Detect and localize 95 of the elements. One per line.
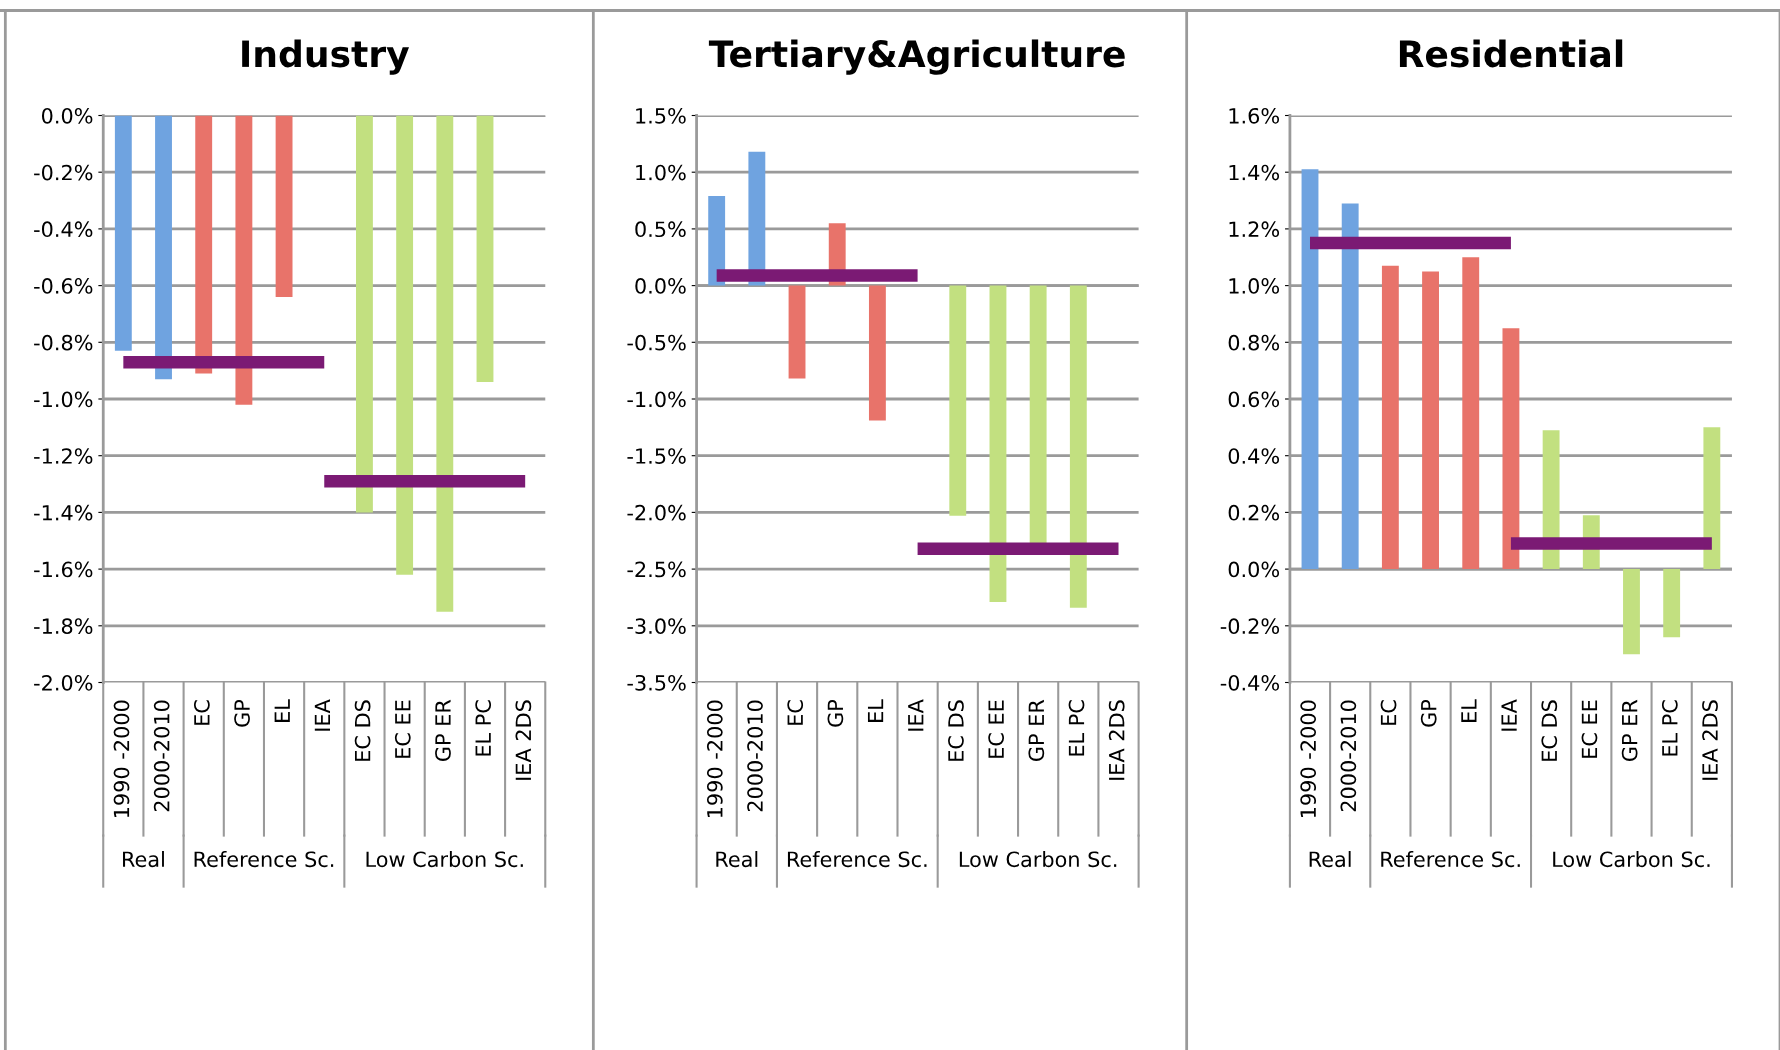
y-tick-label: 0.5%	[635, 221, 686, 238]
bar	[868, 285, 886, 421]
bar	[1069, 285, 1087, 608]
x-tick-label: EC EE	[394, 700, 411, 758]
x-tick-label: GP	[827, 699, 844, 727]
text: Reference Sc.	[787, 851, 927, 868]
y-tick-label: 1.2%	[1229, 221, 1280, 238]
y-tick-label: -1.4%	[34, 504, 93, 521]
bar	[1301, 169, 1319, 570]
y-tick-label: -1.5%	[627, 448, 686, 464]
x-tick-label: 2000-2010	[153, 700, 170, 812]
y-tick-label: -3.5%	[627, 674, 686, 691]
y-tick-label: 0.2%	[1228, 504, 1280, 521]
y-tick-label: -2.0%	[34, 674, 93, 691]
y-tick-label: -0.2%	[1220, 618, 1280, 635]
x-tick-label: EC	[1380, 700, 1397, 725]
text: Low Carbon Sc.	[1553, 851, 1710, 868]
x-tick-label: IEA 2DS	[1108, 700, 1125, 780]
x-tick-label: 1990 -2000	[706, 700, 723, 818]
y-tick-label: 1.4%	[1229, 164, 1280, 181]
x-tick-label: GP ER	[1028, 699, 1045, 761]
chart-title: Industry	[242, 39, 410, 75]
y-tick-label: 0.8%	[1228, 334, 1280, 351]
x-tick-label: EL PC	[1068, 700, 1085, 756]
text: Reference Sc.	[1381, 851, 1520, 868]
y-tick-label: -0.8%	[34, 334, 93, 351]
bar	[1422, 271, 1439, 570]
y-tick-label: 1.0%	[1229, 278, 1280, 294]
y-tick-label: -1.0%	[34, 391, 93, 408]
x-tick-label: GP	[1420, 699, 1437, 727]
x-tick-label: IEA 2DS	[1702, 700, 1718, 780]
y-tick-label: -0.5%	[627, 334, 686, 351]
bar	[949, 285, 967, 516]
y-tick-label: -2.0%	[627, 504, 686, 521]
x-tick-label: IEA	[1501, 699, 1517, 731]
bar	[1623, 569, 1640, 655]
bar	[1502, 328, 1520, 570]
chart-title: Residential	[1399, 39, 1623, 68]
x-tick-label: IEA	[314, 699, 331, 731]
bar	[1663, 569, 1681, 638]
y-tick-label: 0.4%	[1228, 448, 1280, 464]
bar	[1341, 203, 1359, 570]
x-tick-label: EC	[193, 700, 210, 725]
x-tick-label: EC DS	[948, 700, 964, 761]
chart-title: Tertiary&Agriculture	[708, 39, 1125, 75]
text: Low Carbon Sc.	[366, 851, 523, 868]
x-tick-label: GP ER	[1621, 699, 1638, 761]
x-tick-label: 2000-2010	[747, 700, 763, 812]
x-tick-label: 1990 -2000	[113, 700, 130, 818]
y-tick-label: -1.0%	[627, 391, 686, 408]
x-tick-label: 2000-2010	[1340, 700, 1357, 812]
x-tick-label: EL	[867, 699, 884, 722]
y-tick-label: 0.0%	[41, 107, 93, 124]
text: Reference Sc.	[194, 851, 334, 868]
x-tick-label: IEA 2DS	[515, 700, 532, 780]
y-tick-label: 0.6%	[1228, 391, 1280, 408]
x-tick-label: EL PC	[1661, 700, 1678, 756]
y-tick-label: -0.4%	[1220, 674, 1280, 691]
bar	[989, 285, 1007, 602]
y-tick-label: -2.5%	[627, 561, 686, 578]
x-tick-label: GP ER	[435, 699, 451, 761]
x-tick-label: EC EE	[1581, 700, 1598, 758]
y-tick-label: -0.2%	[34, 164, 93, 181]
text: Real	[1309, 851, 1351, 868]
x-tick-label: 1990 -2000	[1300, 700, 1317, 818]
x-tick-label: EL	[274, 699, 290, 722]
x-tick-label: EC DS	[354, 700, 371, 761]
x-tick-label: EL	[1461, 699, 1477, 722]
y-tick-label: -0.6%	[34, 278, 93, 294]
y-tick-label: -0.4%	[34, 221, 93, 238]
y-tick-label: -1.6%	[34, 561, 93, 578]
text: Real	[716, 851, 758, 868]
x-tick-label: IEA	[908, 699, 924, 731]
bar	[708, 196, 726, 286]
bar	[1703, 427, 1721, 570]
text: Low Carbon Sc.	[959, 851, 1117, 868]
y-tick-label: -3.0%	[627, 618, 686, 635]
x-tick-label: EL PC	[475, 700, 492, 756]
x-tick-label: GP	[234, 699, 250, 727]
y-tick-label: 0.0%	[635, 278, 686, 294]
x-tick-label: EC EE	[988, 700, 1004, 758]
x-tick-label: EC DS	[1541, 700, 1558, 761]
y-tick-label: -1.2%	[34, 448, 93, 464]
x-tick-label: EC	[787, 700, 804, 725]
bar	[1381, 265, 1399, 570]
y-tick-label: 1.0%	[636, 164, 686, 181]
bar	[788, 285, 806, 379]
bar	[1029, 285, 1047, 545]
y-tick-label: 0.0%	[1228, 561, 1280, 578]
y-tick-label: -1.8%	[34, 618, 93, 635]
bar	[1462, 257, 1480, 570]
bar	[1542, 430, 1560, 570]
y-tick-label: 1.5%	[636, 107, 686, 124]
text: Real	[123, 851, 164, 868]
y-tick-label: 1.6%	[1229, 107, 1280, 124]
